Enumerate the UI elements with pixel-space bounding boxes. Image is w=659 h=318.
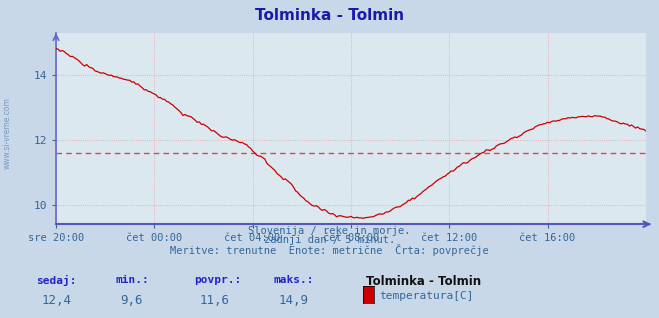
Text: 12,4: 12,4 [42, 294, 72, 307]
Text: 11,6: 11,6 [200, 294, 230, 307]
Text: www.si-vreme.com: www.si-vreme.com [3, 98, 12, 169]
Text: sedaj:: sedaj: [36, 275, 76, 286]
Text: Tolminka - Tolmin: Tolminka - Tolmin [255, 8, 404, 23]
Text: 9,6: 9,6 [121, 294, 143, 307]
Text: zadnji dan / 5 minut.: zadnji dan / 5 minut. [264, 235, 395, 245]
Text: temperatura[C]: temperatura[C] [379, 291, 473, 301]
Text: povpr.:: povpr.: [194, 275, 242, 285]
Text: Meritve: trenutne  Enote: metrične  Črta: povprečje: Meritve: trenutne Enote: metrične Črta: … [170, 244, 489, 256]
Text: min.:: min.: [115, 275, 149, 285]
Text: Slovenija / reke in morje.: Slovenija / reke in morje. [248, 226, 411, 236]
Text: maks.:: maks.: [273, 275, 314, 285]
Text: 14,9: 14,9 [279, 294, 309, 307]
Text: Tolminka - Tolmin: Tolminka - Tolmin [366, 275, 481, 288]
